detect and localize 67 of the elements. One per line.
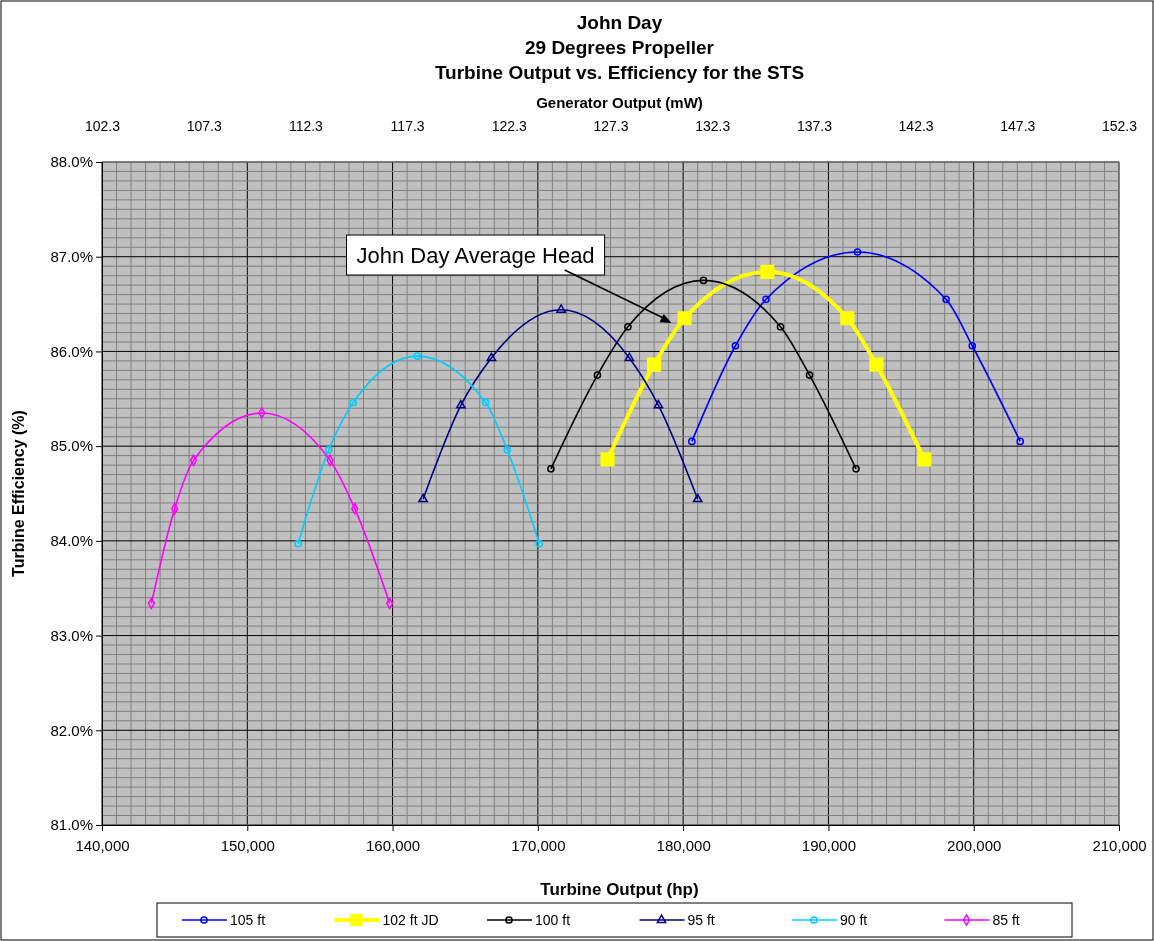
point [805,371,814,379]
point [481,398,490,407]
point [731,341,740,350]
point [853,248,862,256]
point [413,352,422,360]
x-tick-label: 180,000 [656,836,711,854]
point [455,399,466,409]
point [692,493,703,503]
x2-tick-label: 122.3 [491,118,528,134]
point [647,357,662,372]
x2-tick-label: 137.3 [796,118,833,134]
x2-tick-label: 107.3 [186,118,222,134]
x2-tick-label: 142.3 [898,118,934,134]
point [624,352,635,362]
x2-tick-label: 117.3 [390,118,425,134]
point [349,398,358,407]
point [968,341,977,350]
x2-tick-label: 127.3 [593,118,629,134]
legend-label: 100 ft [535,912,571,928]
x-tick-label: 200,000 [947,836,1002,854]
chart-title: John Day 29 Degrees Propeller Turbine Output vs. Efficiency for the STS [434,12,805,83]
x-tick-label: 210,000 [1092,836,1147,854]
x2-tick-label: 147.3 [1000,118,1036,134]
legend-label: 95 ft [687,912,715,928]
point [624,322,632,331]
y-tick-label: 88.0% [50,153,93,171]
legend-label: 85 ft [992,912,1020,928]
x2-tick-label: 102.3 [84,118,121,134]
point [917,452,932,467]
point [699,276,708,285]
point [593,371,602,379]
point [776,322,785,331]
y-tick-label: 86.0% [50,342,93,360]
legend-label: 105 ft [230,912,266,928]
y-tick-label: 85.0% [50,437,93,455]
point [840,311,855,326]
point [503,446,512,454]
y-axis-title: Turbine Efficiency (%) [10,410,27,577]
x-tick-label: 140,000 [75,836,130,854]
legend-label: 102 ft JD [382,912,439,928]
y-tick-label: 84.0% [50,532,93,550]
point [653,399,664,409]
x-tick-label: 190,000 [801,836,857,854]
x2-tick-label: 132.3 [695,118,731,134]
x-tick-label: 170,000 [511,836,566,854]
x2-tick-label: 152.3 [1101,118,1138,134]
point [942,295,950,304]
y-tick-label: 81.0% [50,816,93,834]
x-tick-label: 160,000 [365,836,421,854]
point [486,352,497,362]
y-tick-label: 82.0% [50,721,93,739]
x2-tick-label: 112.3 [288,118,324,134]
annotation: John Day Average Head [356,243,595,269]
x-axis-title: Turbine Output (hp) [540,880,699,899]
point [760,264,775,279]
point [600,452,615,467]
point [869,357,884,372]
point [556,304,567,313]
point [677,311,692,326]
point [762,295,770,304]
y-tick-label: 83.0% [50,626,93,644]
x2-axis-title: Generator Output (mW) [536,94,703,111]
point [324,446,333,454]
y-tick-label: 87.0% [50,248,93,266]
x-tick-label: 150,000 [220,836,275,854]
point [418,493,428,503]
legend-label: 90 ft [840,912,868,928]
